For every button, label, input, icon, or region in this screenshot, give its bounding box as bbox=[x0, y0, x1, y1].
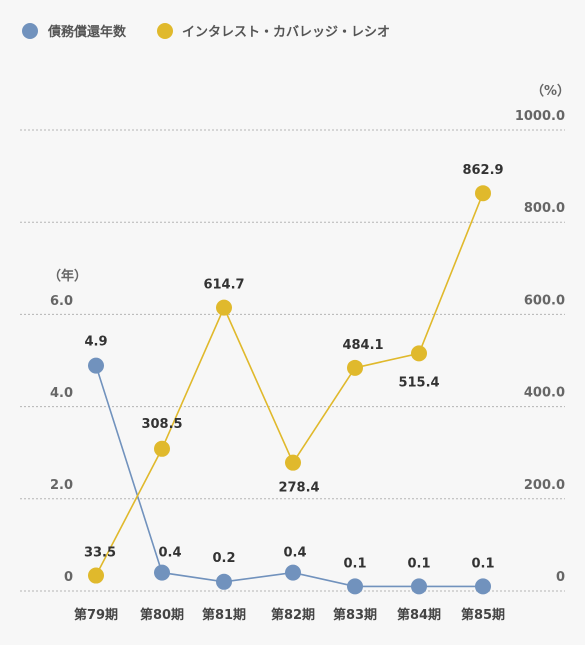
data-label-series-1: 0.4 bbox=[158, 546, 181, 561]
data-label-series-2: 33.5 bbox=[84, 546, 116, 561]
data-point-series-2 bbox=[411, 345, 427, 362]
data-point-series-1 bbox=[285, 564, 301, 581]
data-label-series-2: 614.7 bbox=[203, 278, 244, 293]
data-point-series-2 bbox=[285, 454, 301, 471]
x-tick-label: 第80期 bbox=[140, 607, 184, 623]
data-label-series-1: 4.9 bbox=[84, 335, 107, 350]
data-label-series-1: 0.1 bbox=[407, 556, 430, 571]
right-tick-label: 400.0 bbox=[524, 386, 565, 401]
data-label-series-1: 0.1 bbox=[343, 556, 366, 571]
data-label-series-2: 515.4 bbox=[398, 375, 439, 390]
data-label-series-2: 278.4 bbox=[278, 481, 319, 496]
data-point-series-1 bbox=[154, 564, 170, 581]
x-tick-label: 第85期 bbox=[461, 607, 505, 623]
left-axis-unit: （年） bbox=[48, 268, 87, 284]
data-point-series-2 bbox=[154, 440, 170, 457]
legend: 債務償還年数 インタレスト・カバレッジ・レシオ bbox=[22, 23, 390, 40]
data-point-series-2 bbox=[88, 567, 104, 584]
right-axis-ticks: 0 200.0 400.0 600.0 800.0 1000.0 bbox=[515, 109, 565, 585]
data-label-series-2: 862.9 bbox=[462, 163, 503, 178]
left-tick-label: 6.0 bbox=[50, 294, 73, 309]
legend-label-series-2: インタレスト・カバレッジ・レシオ bbox=[182, 25, 390, 40]
right-tick-label: 1000.0 bbox=[515, 109, 565, 124]
data-point-series-1 bbox=[475, 578, 491, 595]
x-axis-labels: 第79期 第80期 第81期 第82期 第83期 第84期 第85期 bbox=[74, 607, 505, 623]
data-label-series-2: 308.5 bbox=[141, 417, 182, 432]
data-point-series-1 bbox=[216, 573, 232, 590]
data-point-series-2 bbox=[475, 185, 491, 202]
right-tick-label: 800.0 bbox=[524, 201, 565, 216]
x-tick-label: 第81期 bbox=[202, 607, 246, 623]
data-labels: 4.9 0.4 0.2 0.4 0.1 0.1 0.1 33.5 308.5 614.7 278.4… bbox=[84, 163, 504, 571]
gridlines bbox=[20, 129, 565, 592]
right-tick-label: 200.0 bbox=[524, 478, 565, 493]
legend-label-series-1: 債務償還年数 bbox=[47, 24, 127, 40]
right-tick-label: 600.0 bbox=[524, 293, 565, 308]
left-tick-label: 4.0 bbox=[50, 386, 73, 401]
right-tick-label: 0 bbox=[556, 570, 565, 585]
series-points bbox=[88, 185, 491, 595]
x-tick-label: 第82期 bbox=[271, 607, 315, 623]
left-axis-ticks: 0 2.0 4.0 6.0 bbox=[50, 294, 73, 585]
data-label-series-1: 0.2 bbox=[212, 551, 235, 566]
data-point-series-1 bbox=[347, 578, 363, 595]
legend-swatch-series-2 bbox=[157, 23, 173, 39]
x-tick-label: 第83期 bbox=[333, 607, 377, 623]
data-label-series-1: 0.1 bbox=[471, 556, 494, 571]
legend-swatch-series-1 bbox=[22, 23, 38, 39]
data-point-series-1 bbox=[411, 578, 427, 595]
x-tick-label: 第79期 bbox=[74, 607, 118, 623]
data-point-series-1 bbox=[88, 357, 104, 374]
data-point-series-2 bbox=[216, 299, 232, 316]
data-label-series-1: 0.4 bbox=[283, 546, 306, 561]
data-label-series-2: 484.1 bbox=[342, 338, 383, 353]
left-tick-label: 2.0 bbox=[50, 478, 73, 493]
data-point-series-2 bbox=[347, 359, 363, 376]
left-tick-label: 0 bbox=[64, 570, 73, 585]
x-tick-label: 第84期 bbox=[397, 607, 441, 623]
right-axis-unit: （%） bbox=[531, 83, 570, 99]
